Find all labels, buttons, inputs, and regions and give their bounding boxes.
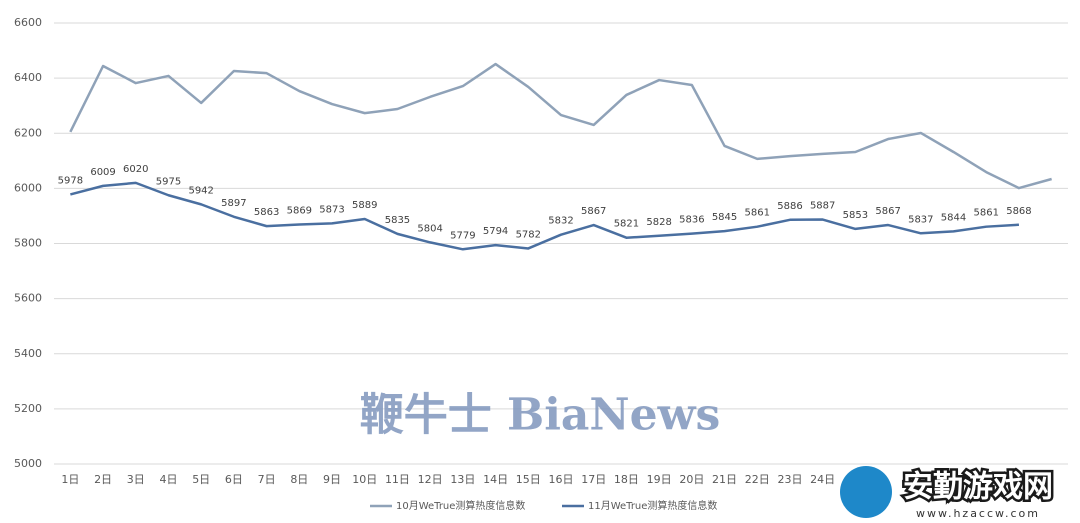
y-tick-label: 5400 bbox=[14, 347, 42, 360]
data-label: 6020 bbox=[123, 164, 148, 175]
site-url: www.hzaccw.com bbox=[916, 507, 1040, 520]
data-label: 5867 bbox=[581, 206, 606, 217]
data-label: 5861 bbox=[745, 208, 770, 219]
site-name: 安勤游戏网 bbox=[903, 470, 1053, 505]
data-label: 5863 bbox=[254, 207, 279, 218]
data-label: 5867 bbox=[875, 206, 900, 217]
data-label: 5853 bbox=[843, 210, 868, 221]
x-tick-label: 13日 bbox=[450, 473, 475, 486]
data-label: 5886 bbox=[777, 201, 802, 212]
data-label: 5978 bbox=[58, 175, 83, 186]
x-tick-label: 17日 bbox=[581, 473, 606, 486]
x-tick-label: 4日 bbox=[159, 473, 177, 486]
series-line bbox=[70, 181, 1020, 251]
watermark: 鞭牛士 BiaNews bbox=[360, 390, 721, 441]
x-tick-label: 18日 bbox=[614, 473, 639, 486]
logo bbox=[840, 466, 892, 518]
data-label: 5836 bbox=[679, 215, 704, 226]
data-label: 5835 bbox=[385, 215, 410, 226]
x-tick-label: 1日 bbox=[61, 473, 79, 486]
y-tick-label: 6200 bbox=[14, 126, 42, 139]
x-tick-label: 9日 bbox=[323, 473, 341, 486]
x-tick-label: 20日 bbox=[679, 473, 704, 486]
series-line bbox=[69, 62, 1052, 190]
x-tick-label: 14日 bbox=[483, 473, 508, 486]
x-tick-label: 5日 bbox=[192, 473, 210, 486]
x-tick-label: 12日 bbox=[418, 473, 443, 486]
x-tick-label: 15日 bbox=[516, 473, 541, 486]
data-label: 5975 bbox=[156, 176, 181, 187]
x-tick-label: 21日 bbox=[712, 473, 737, 486]
data-label: 5832 bbox=[548, 216, 573, 227]
data-label: 5837 bbox=[908, 214, 933, 225]
y-tick-label: 5800 bbox=[14, 237, 42, 250]
data-label: 5873 bbox=[319, 204, 344, 215]
y-tick-label: 5000 bbox=[14, 457, 42, 470]
data-label: 5845 bbox=[712, 212, 737, 223]
data-label: 5821 bbox=[614, 219, 639, 230]
data-label: 5844 bbox=[941, 212, 966, 223]
x-tick-label: 11日 bbox=[385, 473, 410, 486]
data-label: 5861 bbox=[973, 208, 998, 219]
y-tick-label: 6400 bbox=[14, 71, 42, 84]
x-tick-label: 24日 bbox=[810, 473, 835, 486]
y-tick-label: 6000 bbox=[14, 181, 42, 194]
x-tick-label: 8日 bbox=[290, 473, 308, 486]
x-tick-label: 6日 bbox=[225, 473, 243, 486]
legend-label: 10月WeTrue测算热度信息数 bbox=[396, 499, 525, 512]
x-tick-label: 2日 bbox=[94, 473, 112, 486]
x-tick-label: 19日 bbox=[647, 473, 672, 486]
data-label: 5804 bbox=[417, 223, 442, 234]
y-tick-label: 6600 bbox=[14, 16, 42, 29]
data-label: 5868 bbox=[1006, 206, 1031, 217]
data-label: 5828 bbox=[646, 217, 671, 228]
x-tick-label: 23日 bbox=[777, 473, 802, 486]
x-tick-label: 3日 bbox=[127, 473, 145, 486]
data-label: 5897 bbox=[221, 198, 246, 209]
legend-label: 11月WeTrue测算热度信息数 bbox=[588, 499, 717, 512]
x-tick-label: 22日 bbox=[745, 473, 770, 486]
data-label: 5869 bbox=[287, 205, 312, 216]
y-tick-label: 5200 bbox=[14, 402, 42, 415]
y-tick-label: 5600 bbox=[14, 292, 42, 305]
data-label: 5779 bbox=[450, 230, 475, 241]
data-label: 5942 bbox=[188, 185, 213, 196]
data-label: 5782 bbox=[516, 229, 541, 240]
x-tick-label: 7日 bbox=[258, 473, 276, 486]
data-label: 5887 bbox=[810, 201, 835, 212]
x-tick-label: 10日 bbox=[352, 473, 377, 486]
site-watermark: 安勤游戏网 www.hzaccw.com bbox=[840, 466, 1056, 520]
data-label: 5889 bbox=[352, 200, 377, 211]
data-label: 5794 bbox=[483, 226, 508, 237]
data-label: 6009 bbox=[90, 167, 115, 178]
x-tick-label: 16日 bbox=[549, 473, 574, 486]
